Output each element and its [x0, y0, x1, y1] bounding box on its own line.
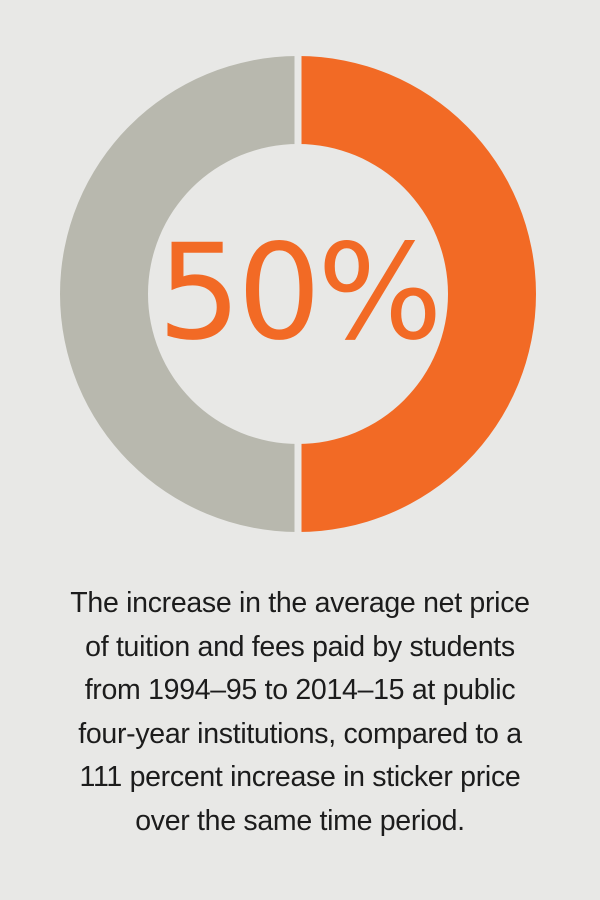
donut-slices	[60, 54, 536, 534]
caption-line: from 1994–95 to 2014–15 at public	[84, 674, 516, 706]
donut-chart: 50%	[60, 54, 536, 534]
caption-line: four-year institutions, compared to a	[78, 717, 522, 750]
caption-line: 111 percent increase in sticker price	[79, 761, 521, 793]
caption-line: over the same time period.	[135, 804, 465, 837]
donut-slice-highlighted	[298, 56, 536, 532]
donut-slice-remainder	[60, 56, 298, 532]
caption-line: of tuition and fees paid by students	[85, 630, 515, 663]
caption-text: The increase in the average net price of…	[30, 582, 570, 843]
donut-chart-svg: 50%	[60, 54, 536, 534]
caption-line: The increase in the average net price	[70, 587, 530, 619]
center-percentage-label: 50%	[157, 216, 438, 370]
